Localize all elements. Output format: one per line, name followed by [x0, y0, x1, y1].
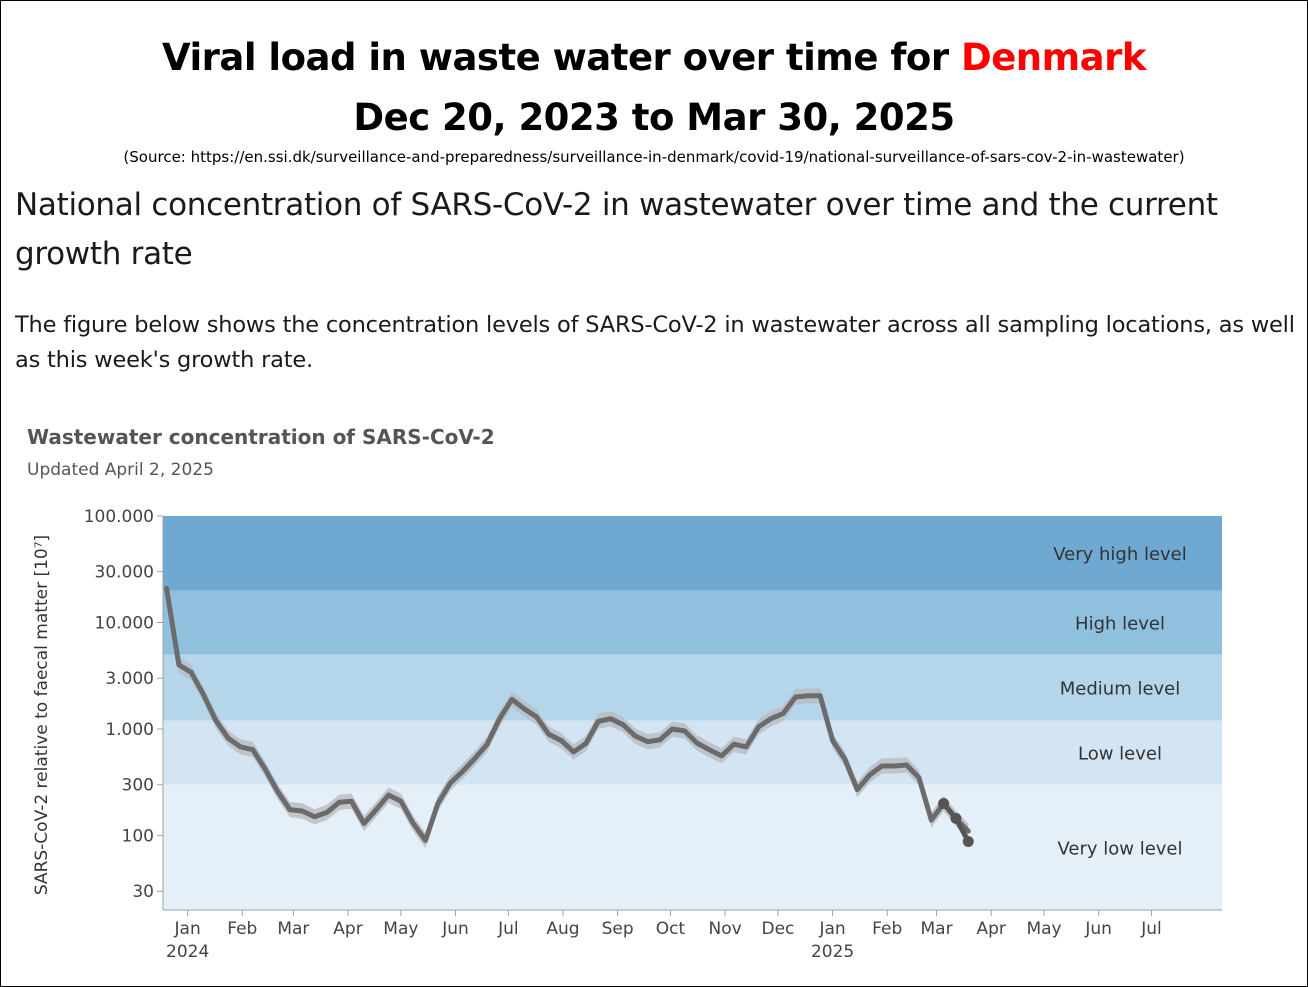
y-tick-label: 1.000 [105, 720, 154, 740]
article-paragraph: The figure below shows the concentration… [15, 312, 1295, 373]
x-tick-label: Aug [546, 919, 579, 939]
band-label: Very high level [1053, 544, 1187, 565]
series-line [164, 585, 971, 843]
chart-subtitle: Updated April 2, 2025 [27, 460, 214, 480]
x-tick-label: Jul [1140, 919, 1162, 939]
x-tick-label: Nov [709, 919, 742, 939]
x-tick-label: Apr [333, 919, 362, 939]
x-tick-label: Dec [762, 919, 795, 939]
x-tick-label: Mar [277, 919, 309, 939]
band-2 [163, 654, 1222, 721]
band-label: Medium level [1060, 679, 1181, 700]
y-tick-label: 30 [132, 882, 154, 902]
article-heading: National concentration of SARS-CoV-2 in … [15, 187, 1218, 272]
data-point [962, 835, 974, 847]
y-axis-label: SARS-CoV-2 relative to faecal matter [10… [32, 535, 52, 895]
x-tick-label: Oct [656, 919, 686, 939]
source-citation: (Source: https://en.ssi.dk/surveillance-… [123, 148, 1185, 166]
x-tick-year-label: 2025 [811, 942, 854, 962]
band-label: Low level [1078, 744, 1162, 765]
y-tick-label: 30.000 [95, 563, 154, 583]
x-tick-label: Jan [174, 919, 201, 939]
x-tick-label: Feb [872, 919, 902, 939]
x-tick-label: Feb [227, 919, 257, 939]
band-label: High level [1075, 614, 1165, 635]
title-prefix: Viral load in waste water over time for [161, 36, 961, 79]
x-tick-label: Jun [441, 919, 469, 939]
x-tick-label: Mar [921, 919, 953, 939]
y-tick-label: 100 [122, 827, 154, 847]
y-tick-label: 100.000 [84, 507, 154, 527]
band-label: Very low level [1057, 838, 1182, 859]
y-tick-label: 300 [122, 776, 154, 796]
band-0 [163, 516, 1222, 591]
x-tick-label: Jul [497, 919, 519, 939]
x-tick-label: May [1026, 919, 1061, 939]
chart-title: Wastewater concentration of SARS-CoV-2 [27, 425, 495, 449]
x-tick-label: May [383, 919, 418, 939]
x-tick-label: Apr [976, 919, 1005, 939]
date-range: Dec 20, 2023 to Mar 30, 2025 [353, 96, 955, 139]
x-tick-label: Jun [1084, 919, 1112, 939]
band-3 [163, 720, 1222, 785]
band-1 [163, 590, 1222, 655]
title-country: Denmark [960, 36, 1147, 79]
x-tick-label: Sep [602, 919, 634, 939]
x-tick-label: Jan [818, 919, 845, 939]
x-tick-year-label: 2024 [166, 942, 209, 962]
data-point [938, 797, 950, 809]
page-title: Viral load in waste water over time for … [0, 36, 1308, 79]
y-tick-label: 3.000 [105, 669, 154, 689]
y-tick-label: 10.000 [95, 614, 154, 634]
data-point [950, 812, 962, 824]
